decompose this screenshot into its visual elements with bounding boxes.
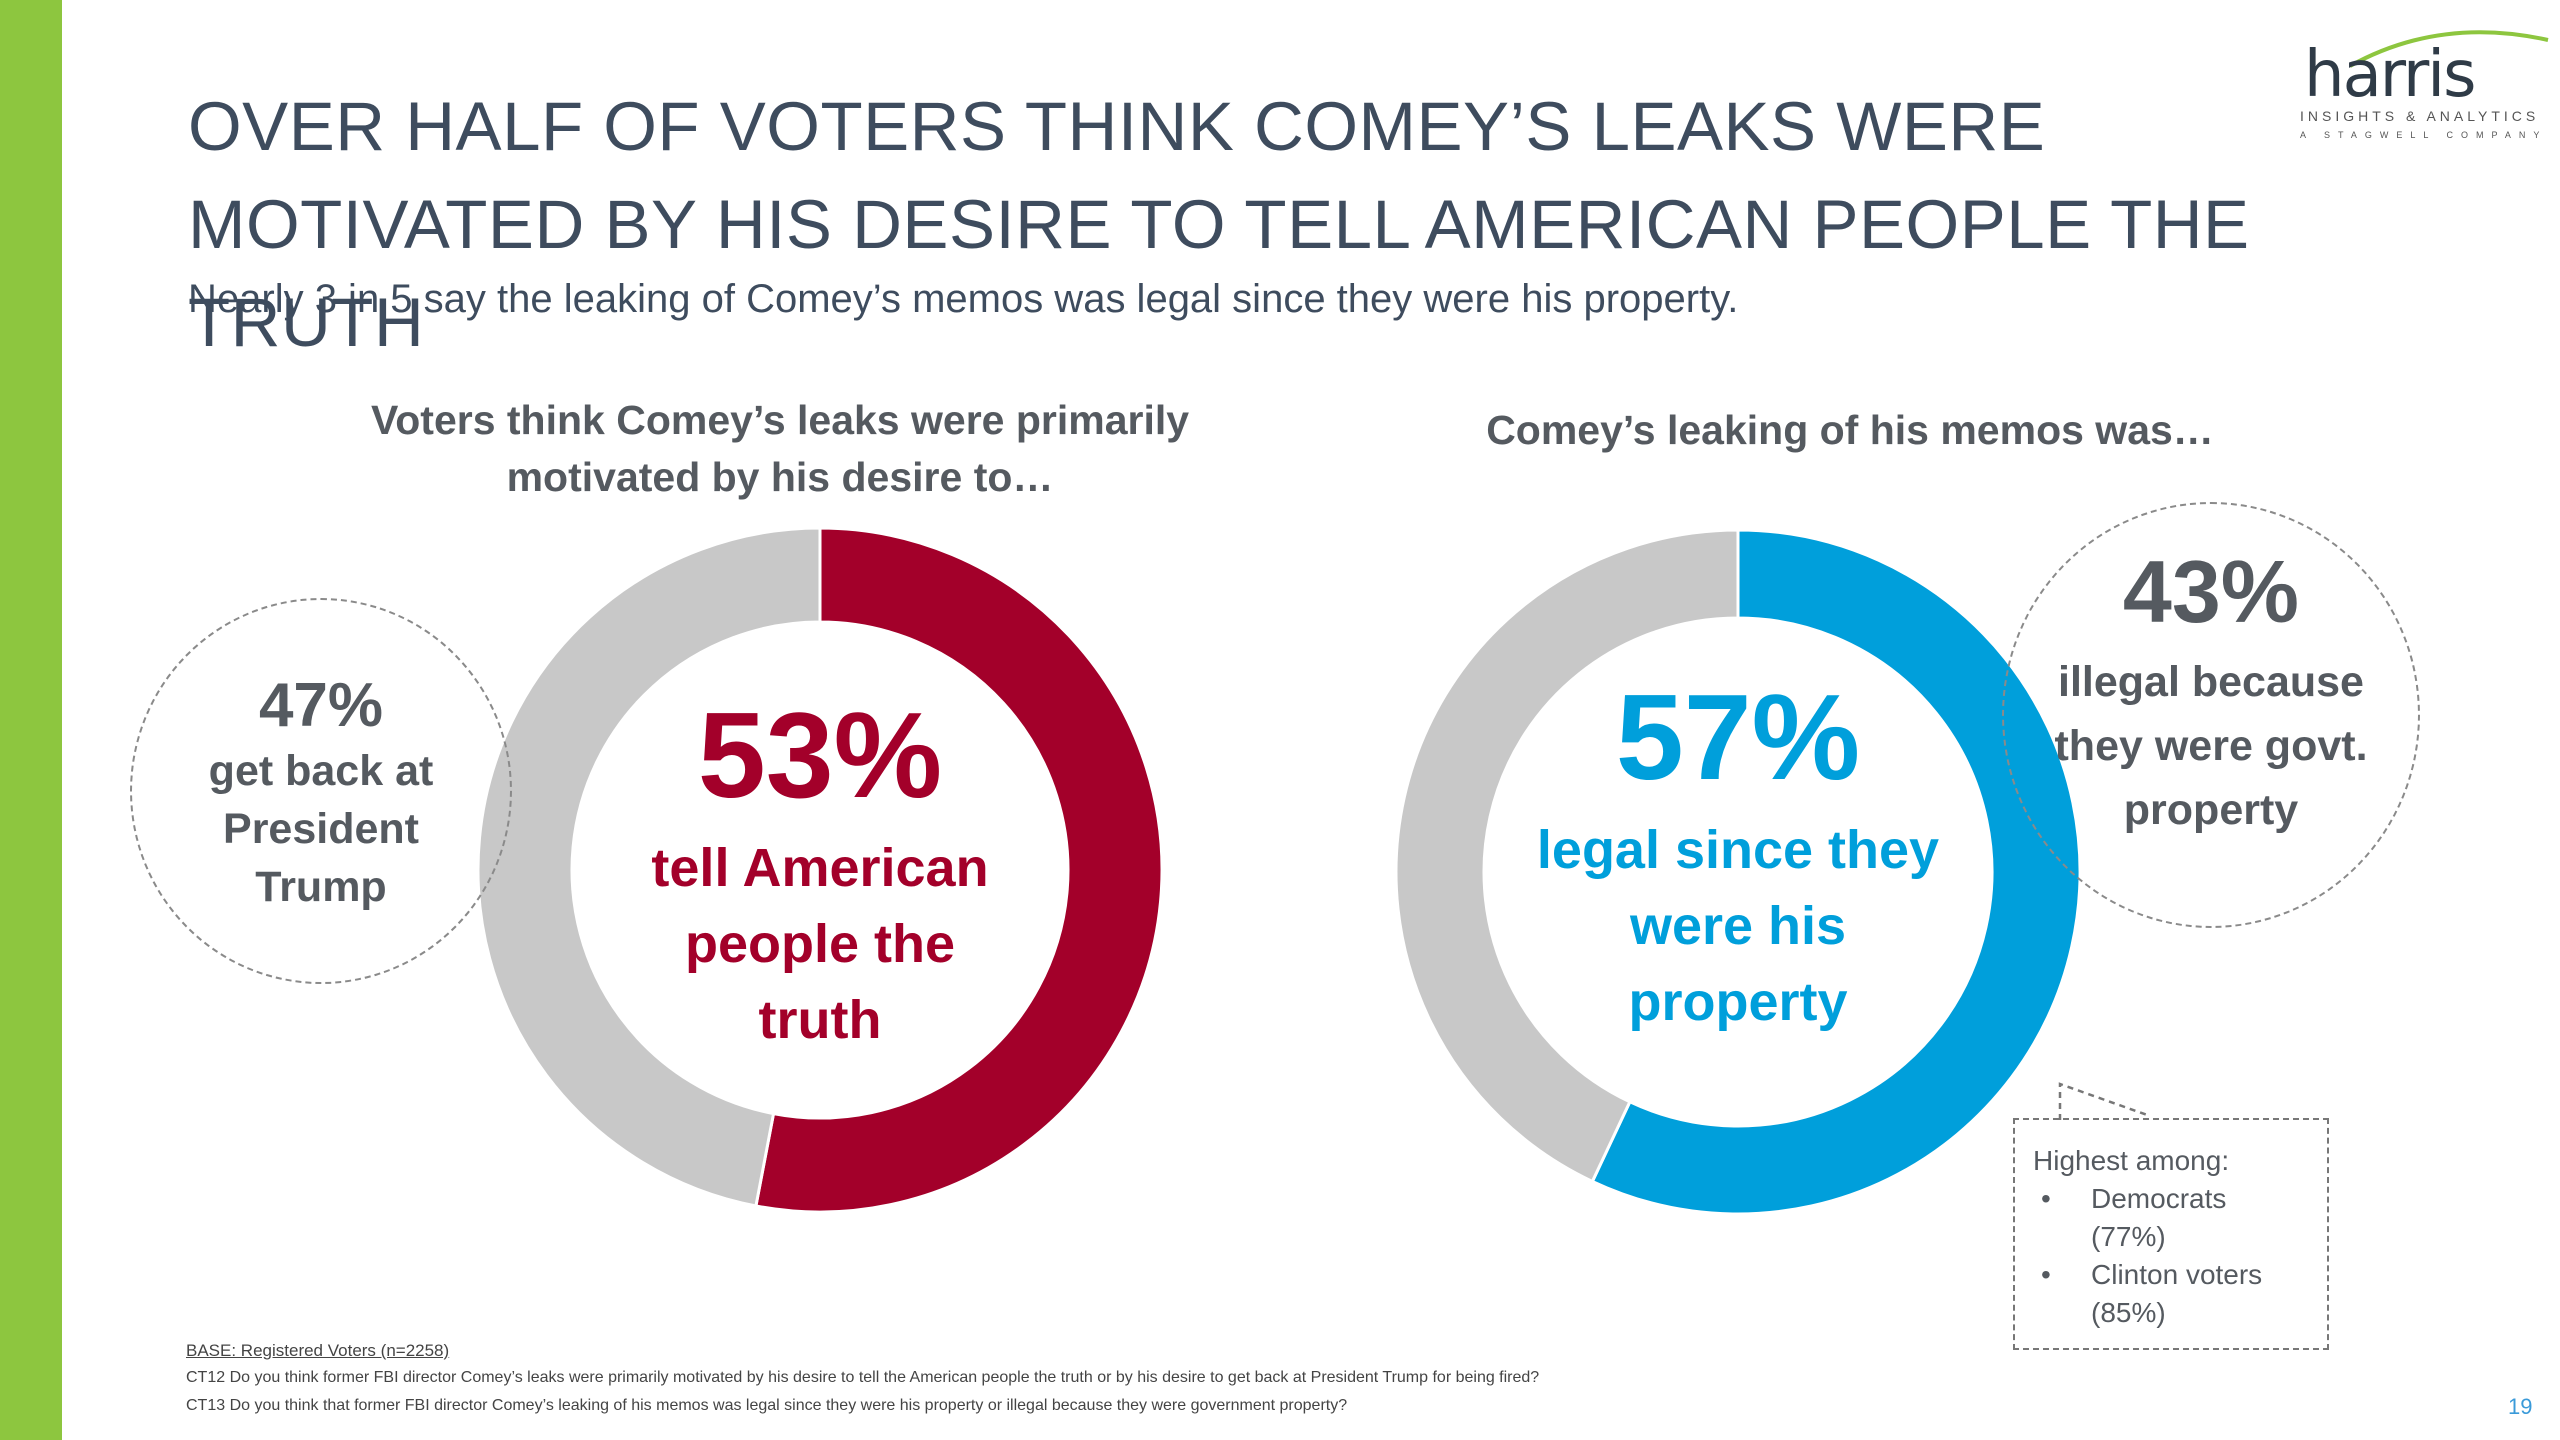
chart-1-minority-text-line: Trump [255,863,387,911]
chart-2-minority-text-line: property [2123,786,2299,834]
chart-1-minority-text: get back at President Trump [132,742,510,916]
logo-arc-icon [2349,30,2549,68]
chart-2-minority-text: illegal because they were govt. property [2004,650,2418,842]
page-number: 19 [2508,1394,2533,1419]
chart-2-main-text-line: property [1628,972,1848,1032]
chart-1-minority-text-line: get back at [208,747,434,795]
logo-wordmark: harris [2304,38,2476,112]
callout-item-line: Democrats [2091,1183,2227,1214]
chart-1-main-text: tell American people the truth [570,830,1070,1058]
harris-logo: harris INSIGHTS & ANALYTICS A STAGWELL C… [2290,18,2552,150]
chart-2-main-pct: 57% [1615,669,1861,805]
chart-1-main-text-line: people the [684,914,956,974]
chart-2-main-text-line: legal since they [1536,820,1940,880]
question-ct12: CT12 Do you think former FBI director Co… [186,1369,1540,1386]
chart-1-minority-pct: 47% [258,671,384,740]
chart-1-minority-text-line: President [223,805,419,853]
callout-item-line: (77%) [2091,1221,2166,1252]
chart-1-slice-get-back [476,526,822,1208]
chart-1-main-pct: 53% [697,687,943,823]
chart-2-minority-pct: 43% [2122,542,2300,641]
logo-subtagline: A STAGWELL COMPANY [2300,130,2548,140]
accent-sidebar [0,0,62,1440]
callout-item-line: Clinton voters [2091,1259,2263,1290]
title-line-2: MOTIVATED BY HIS DESIRE TO TELL AMERICAN… [188,186,2250,361]
chart-2-center-label: 57% legal since they were his property [1488,672,1988,1040]
slide-title: OVER HALF OF VOTERS THINK COMEY’S LEAKS … [188,78,2348,372]
chart-1-slice-truth [754,526,1164,1214]
chart-2-minority-text-line: they were govt. [2054,722,2368,770]
base-note: BASE: Registered Voters (n=2258) [186,1341,450,1360]
chart-2-minority-bubble: 43% illegal because they were govt. prop… [2002,502,2420,928]
chart-1-main-text-line: truth [758,990,882,1050]
chart-1-minority-bubble: 47% get back at President Trump [130,598,512,984]
slide-subtitle: Nearly 3 in 5 say the leaking of Comey’s… [188,277,1739,321]
callout-pointer [2058,1082,2151,1120]
chart-2-main-text-line: were his [1629,896,1847,956]
callout-list: Democrats (77%) Clinton voters (85%) [2033,1180,2309,1332]
logo-tagline: INSIGHTS & ANALYTICS [2300,108,2540,124]
chart-2-minority-text-line: illegal because [2058,658,2364,706]
chart-1-main-text-line: tell American [651,838,989,898]
callout-item: Clinton voters (85%) [2033,1256,2309,1332]
chart-1-title-line-1: Voters think Comey’s leaks were primaril… [370,397,1190,443]
callout-heading: Highest among: [2033,1145,2230,1176]
chart-2-slice-illegal [1394,528,1740,1184]
title-line-1: OVER HALF OF VOTERS THINK COMEY’S LEAKS … [188,88,2046,165]
chart-1-center-label: 53% tell American people the truth [570,690,1070,1058]
footnotes: BASE: Registered Voters (n=2258) CT12 Do… [186,1338,2186,1420]
question-ct13: CT13 Do you think that former FBI direct… [186,1397,1348,1414]
chart-1-title: Voters think Comey’s leaks were primaril… [280,392,1280,506]
callout-item-line: (85%) [2091,1297,2166,1328]
chart-1-title-line-2: motivated by his desire to… [506,454,1054,500]
highest-among-callout: Highest among: Democrats (77%) Clinton v… [2013,1118,2329,1350]
chart-1-donut [476,526,1164,1214]
callout-item: Democrats (77%) [2033,1180,2309,1256]
chart-2-main-text: legal since they were his property [1488,812,1988,1040]
chart-2-title: Comey’s leaking of his memos was… [1486,407,2214,453]
